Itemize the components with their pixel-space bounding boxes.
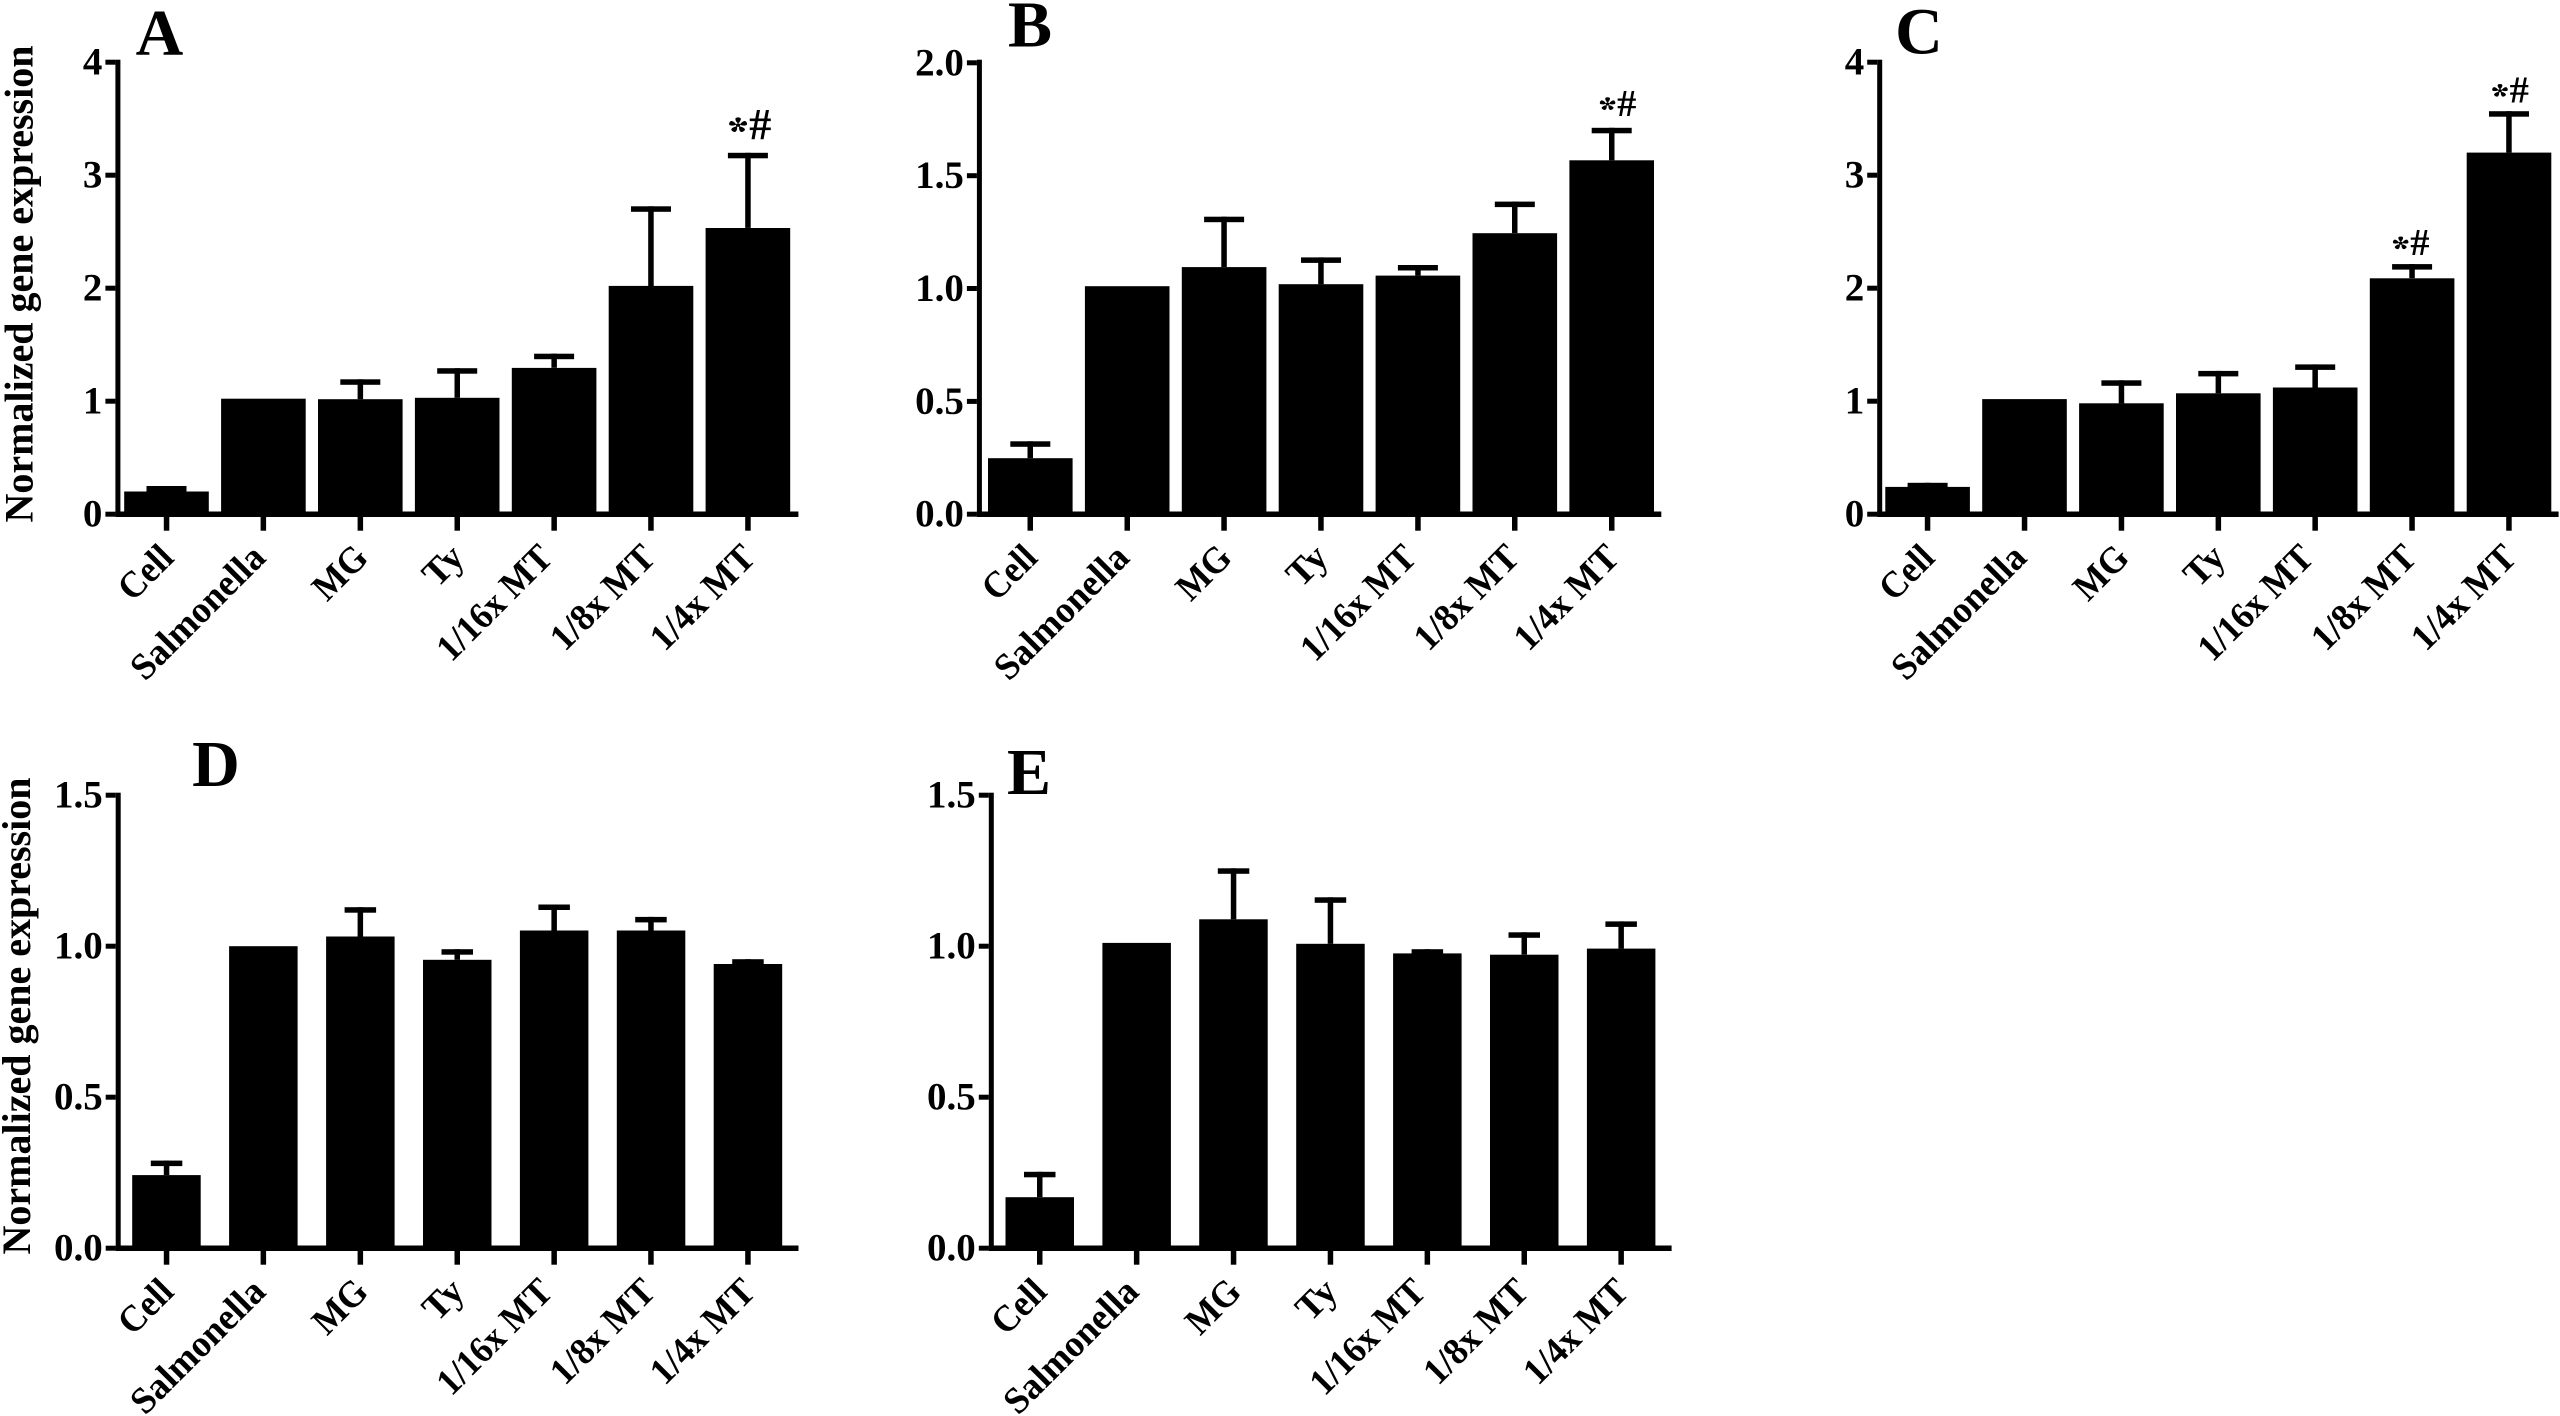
svg-text:2: 2 [1845,267,1865,310]
svg-text:4: 4 [1845,41,1865,84]
svg-text:MG: MG [2065,537,2137,609]
svg-text:1/4x MT: 1/4x MT [2403,537,2525,659]
svg-text:Normalized gene expression: Normalized gene expression [0,46,42,523]
svg-text:2: 2 [83,267,103,310]
svg-text:MG: MG [1168,537,1240,609]
svg-text:1/4x MT: 1/4x MT [642,537,764,659]
svg-text:1.0: 1.0 [927,925,976,968]
svg-text:1.5: 1.5 [927,774,976,817]
svg-text:1/8x MT: 1/8x MT [542,1271,664,1393]
svg-text:D: D [192,728,240,801]
svg-text:Cell: Cell [983,1271,1055,1343]
svg-text:1/4x MT: 1/4x MT [642,1271,764,1393]
svg-text:MG: MG [1178,1271,1250,1343]
svg-text:Ty: Ty [2176,537,2234,595]
svg-text:0.0: 0.0 [915,493,964,536]
svg-text:#: # [2510,70,2529,112]
svg-text:0.0: 0.0 [927,1227,976,1270]
svg-text:Ty: Ty [415,537,473,595]
svg-text:#: # [2410,222,2429,264]
svg-text:1.5: 1.5 [915,154,964,197]
svg-text:1.5: 1.5 [54,774,103,817]
svg-text:0: 0 [83,493,103,536]
svg-text:1: 1 [83,380,103,423]
svg-text:0.0: 0.0 [54,1227,103,1270]
svg-text:1/8x MT: 1/8x MT [1415,1271,1537,1393]
svg-text:4: 4 [83,41,103,84]
svg-text:0.5: 0.5 [54,1076,103,1119]
svg-text:0.5: 0.5 [915,380,964,423]
svg-text:MG: MG [304,1271,376,1343]
svg-text:1/4x MT: 1/4x MT [1515,1271,1637,1393]
svg-text:E: E [1007,736,1051,809]
svg-text:1/8x MT: 1/8x MT [2303,537,2425,659]
svg-text:#: # [1617,83,1636,125]
svg-text:Cell: Cell [1871,537,1943,609]
svg-text:1/8x MT: 1/8x MT [542,537,664,659]
svg-text:Ty: Ty [415,1271,473,1329]
svg-text:1/4x MT: 1/4x MT [1506,537,1628,659]
svg-text:2.0: 2.0 [915,41,964,84]
svg-text:1: 1 [1845,380,1865,423]
svg-text:0.5: 0.5 [927,1076,976,1119]
svg-text:Ty: Ty [1278,537,1336,595]
svg-text:1.0: 1.0 [915,267,964,310]
svg-text:3: 3 [1845,154,1865,197]
svg-text:MG: MG [304,537,376,609]
svg-text:A: A [136,0,184,70]
svg-text:1.0: 1.0 [54,925,103,968]
svg-text:0: 0 [1845,493,1865,536]
svg-text:3: 3 [83,154,103,197]
svg-text:Normalized gene expression: Normalized gene expression [0,778,39,1255]
svg-text:C: C [1895,0,1943,69]
svg-text:Cell: Cell [110,537,182,609]
svg-text:1/8x MT: 1/8x MT [1406,537,1528,659]
svg-text:Ty: Ty [1288,1271,1346,1329]
svg-text:B: B [1008,0,1052,61]
svg-text:Cell: Cell [110,1271,182,1343]
svg-text:Cell: Cell [974,537,1046,609]
svg-text:#: # [749,99,771,149]
